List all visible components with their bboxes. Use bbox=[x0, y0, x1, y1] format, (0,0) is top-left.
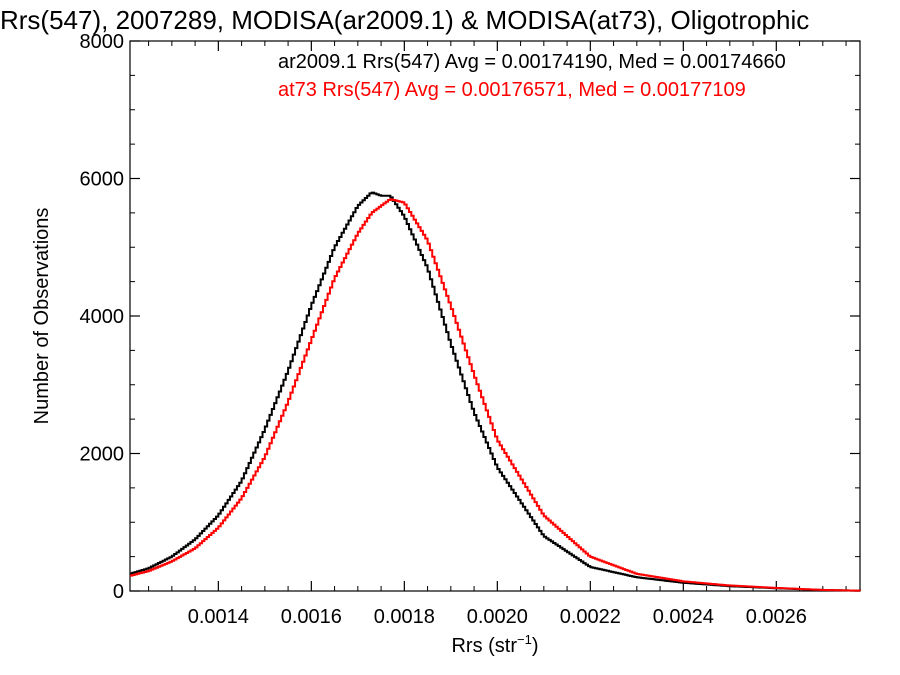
x-axis: 0.0014 0.0016 0.0018 0.0020 0.0022 0.0024 0.00… bbox=[148, 41, 847, 628]
series-annotation-ar2009: ar2009.1 Rrs(547) Avg = 0.00174190, Med … bbox=[278, 51, 786, 73]
series-line-at73 bbox=[130, 198, 861, 592]
y-tick-label: 4000 bbox=[80, 306, 125, 328]
x-tick-label: 0.0024 bbox=[653, 606, 714, 628]
series-annotation-at73: at73 Rrs(547) Avg = 0.00176571, Med = 0.… bbox=[278, 79, 746, 101]
chart-title: Rrs(547), 2007289, MODISA(ar2009.1) & MO… bbox=[0, 5, 809, 35]
x-tick-label: 0.0026 bbox=[746, 606, 807, 628]
y-tick-label: 0 bbox=[113, 581, 124, 603]
y-tick-label: 2000 bbox=[80, 444, 125, 466]
x-tick-label: 0.0020 bbox=[467, 606, 528, 628]
series-line-ar2009.1 bbox=[130, 191, 861, 592]
x-tick-label: 0.0018 bbox=[374, 606, 435, 628]
y-tick-label: 6000 bbox=[80, 169, 125, 191]
x-tick-label: 0.0016 bbox=[281, 606, 342, 628]
x-axis-label: Rrs (str−1) bbox=[451, 632, 538, 657]
x-axis-label-close: ) bbox=[532, 635, 539, 657]
y-tick-label: 8000 bbox=[80, 31, 125, 53]
x-tick-label: 0.0014 bbox=[188, 606, 249, 628]
series-lines bbox=[130, 191, 861, 592]
plot-area: 0.0014 0.0016 0.0018 0.0020 0.0022 0.0024 0.00… bbox=[80, 31, 861, 628]
plot-frame bbox=[129, 40, 861, 592]
x-axis-label-exponent: −1 bbox=[517, 632, 532, 647]
x-tick-label: 0.0022 bbox=[560, 606, 621, 628]
x-axis-label-text: Rrs (str bbox=[451, 635, 517, 657]
y-axis: 0 2000 4000 6000 8000 bbox=[80, 31, 860, 603]
y-axis-label: Number of Observations bbox=[31, 208, 53, 425]
